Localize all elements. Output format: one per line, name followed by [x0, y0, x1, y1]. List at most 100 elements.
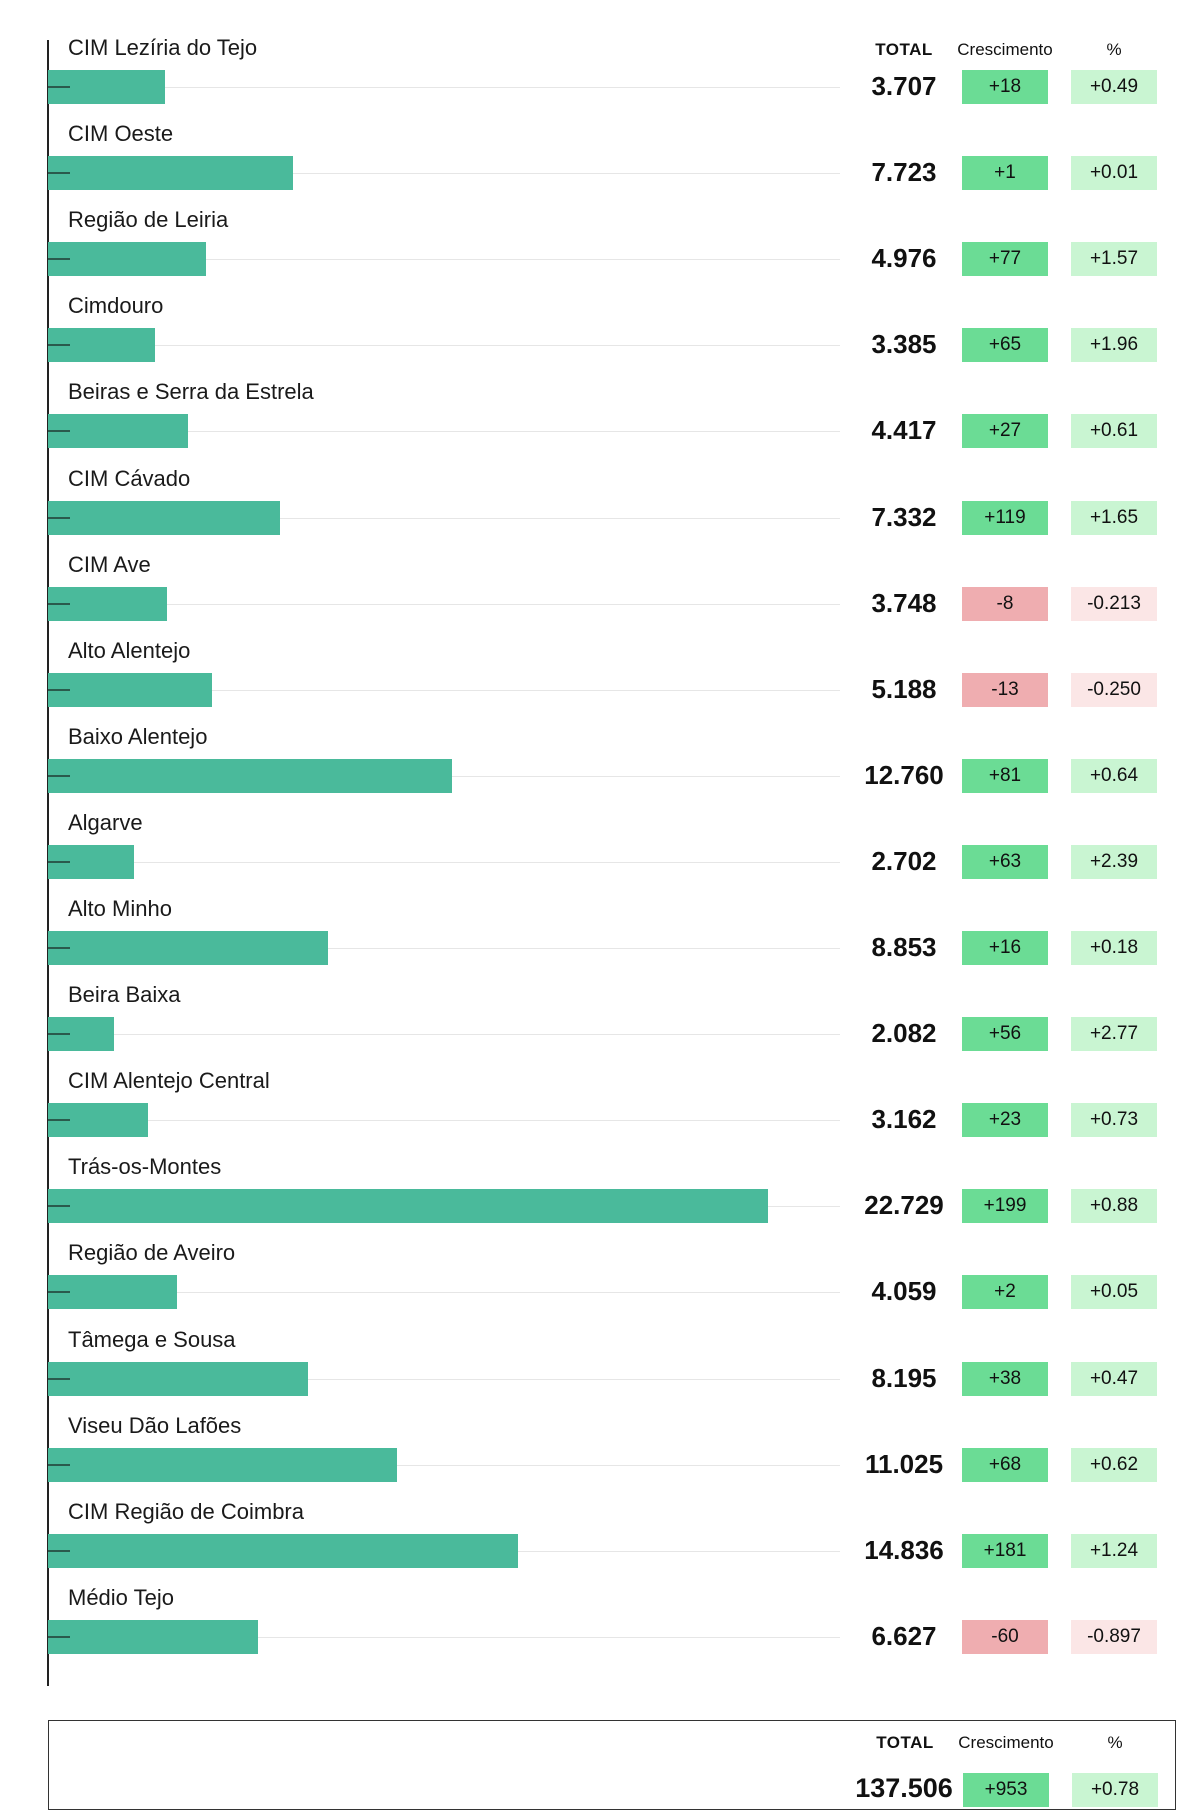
- pct-badge: -0.897: [1071, 1619, 1157, 1654]
- table-row: CIM Lezíria do Tejo 3.707 +18 +0.49: [0, 35, 1200, 121]
- axis-tick: [48, 258, 70, 261]
- pct-badge: +0.64: [1071, 758, 1157, 793]
- total-value: 7.723: [871, 157, 937, 188]
- row-guide-line: [48, 1292, 840, 1294]
- category-label: Alto Alentejo: [68, 637, 191, 663]
- bar-chart: TOTAL Crescimento % CIM Lezíria do Tejo 3…: [0, 35, 1200, 1686]
- bar: [48, 1533, 518, 1568]
- pct-badge: -0.213: [1071, 586, 1157, 621]
- table-row: CIM Cávado 7.332 +119 +1.65: [0, 466, 1200, 552]
- growth-badge: +16: [962, 931, 1048, 965]
- table-row: CIM Região de Coimbra 14.836 +181 +1.24: [0, 1499, 1200, 1585]
- summary-pct-badge: +0.78: [1072, 1773, 1158, 1807]
- total-value: 3.162: [871, 1104, 937, 1135]
- total-value: 4.059: [871, 1276, 937, 1307]
- pct-badge: +1.65: [1071, 500, 1157, 535]
- header-pct: %: [1106, 40, 1122, 59]
- growth-badge: +81: [962, 758, 1048, 793]
- total-value: 12.760: [864, 759, 944, 790]
- table-row: CIM Oeste 7.723 +1 +0.01: [0, 121, 1200, 207]
- pct-badge: +2.77: [1071, 1017, 1157, 1052]
- axis-tick: [48, 1119, 70, 1122]
- axis-tick: [48, 602, 70, 605]
- summary-total-value: 137.506: [855, 1773, 953, 1803]
- axis-tick: [48, 1205, 70, 1208]
- axis-tick: [48, 1033, 70, 1036]
- category-label: CIM Alentejo Central: [68, 1068, 270, 1094]
- bar: [48, 242, 206, 277]
- growth-badge: +27: [962, 414, 1048, 449]
- table-row: Tâmega e Sousa 8.195 +38 +0.47: [0, 1327, 1200, 1413]
- table-row: Médio Tejo 6.627 -60 -0.897: [0, 1585, 1200, 1671]
- category-label: CIM Lezíria do Tejo: [68, 35, 258, 60]
- growth-badge: +56: [962, 1017, 1048, 1052]
- bar: [48, 414, 188, 449]
- bar: [48, 156, 293, 191]
- growth-badge: +199: [962, 1189, 1048, 1224]
- pct-badge: +0.47: [1071, 1361, 1157, 1396]
- axis-tick: [48, 774, 70, 777]
- axis-tick: [48, 430, 70, 433]
- row-guide-line: [48, 603, 840, 605]
- table-row: Alto Minho 8.853 +16 +0.18: [0, 896, 1200, 982]
- total-value: 4.976: [871, 243, 937, 274]
- axis-tick: [48, 1291, 70, 1294]
- total-value: 8.195: [871, 1362, 937, 1393]
- growth-badge: -13: [962, 672, 1048, 707]
- row-guide-line: [48, 87, 840, 88]
- summary-box: TOTAL Crescimento % 137.506 +953 +0.78: [48, 1720, 1176, 1810]
- axis-tick: [48, 1463, 70, 1466]
- category-label: Beira Baixa: [68, 982, 181, 1008]
- total-value: 22.729: [864, 1190, 944, 1221]
- category-label: Algarve: [68, 809, 143, 835]
- total-value: 7.332: [871, 501, 937, 532]
- pct-badge: +1.24: [1071, 1533, 1157, 1568]
- summary-header-total: TOTAL: [876, 1733, 934, 1752]
- growth-badge: -8: [962, 586, 1048, 621]
- growth-badge: +63: [962, 844, 1048, 879]
- category-label: CIM Oeste: [68, 121, 174, 147]
- total-value: 2.702: [871, 845, 937, 876]
- category-label: CIM Cávado: [68, 465, 191, 491]
- table-row: Região de Aveiro 4.059 +2 +0.05: [0, 1240, 1200, 1326]
- category-label: Viseu Dão Lafões: [68, 1412, 242, 1438]
- bar: [48, 1189, 768, 1224]
- summary-header-growth: Crescimento: [958, 1733, 1054, 1752]
- table-row: Baixo Alentejo 12.760 +81 +0.64: [0, 724, 1200, 810]
- bar: [48, 672, 212, 707]
- row-guide-line: [48, 173, 840, 175]
- category-label: CIM Ave: [68, 551, 151, 577]
- total-value: 8.853: [871, 932, 937, 962]
- row-guide-line: [48, 517, 840, 519]
- total-value: 2.082: [871, 1018, 937, 1049]
- category-label: Região de Aveiro: [68, 1240, 236, 1266]
- row-guide-line: [48, 689, 840, 691]
- total-value: 11.025: [864, 1448, 944, 1479]
- category-label: Alto Minho: [68, 896, 172, 921]
- header-total: TOTAL: [875, 40, 933, 59]
- pct-badge: +0.61: [1071, 414, 1157, 449]
- table-row: CIM Alentejo Central 3.162 +23 +0.73: [0, 1068, 1200, 1154]
- growth-badge: +1: [962, 156, 1048, 191]
- bar: [48, 1361, 308, 1396]
- pct-badge: +0.05: [1071, 1275, 1157, 1310]
- pct-badge: +2.39: [1071, 844, 1157, 879]
- row-guide-line: [48, 1120, 840, 1122]
- table-row: Região de Leiria 4.976 +77 +1.57: [0, 207, 1200, 293]
- bar: [48, 1619, 258, 1654]
- pct-badge: +0.88: [1071, 1189, 1157, 1224]
- growth-badge: +23: [962, 1103, 1048, 1138]
- growth-badge: +2: [962, 1275, 1048, 1310]
- axis-tick: [48, 1549, 70, 1552]
- table-row: Trás-os-Montes 22.729 +199 +0.88: [0, 1154, 1200, 1240]
- growth-badge: +38: [962, 1361, 1048, 1396]
- summary-growth-badge: +953: [963, 1773, 1049, 1807]
- table-row: CIM Ave 3.748 -8 -0.213: [0, 552, 1200, 638]
- category-label: CIM Região de Coimbra: [68, 1498, 304, 1524]
- growth-badge: +65: [962, 328, 1048, 363]
- axis-tick: [48, 688, 70, 691]
- bar: [48, 758, 452, 793]
- total-value: 3.385: [871, 329, 937, 360]
- bar: [48, 1447, 397, 1482]
- axis-tick: [48, 1377, 70, 1380]
